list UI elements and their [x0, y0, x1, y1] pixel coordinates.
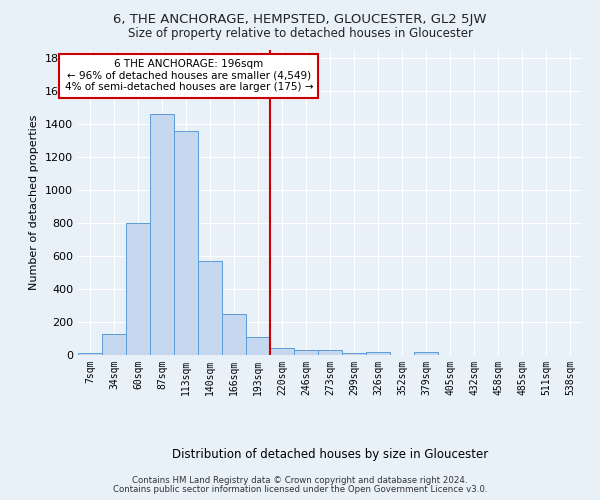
X-axis label: Distribution of detached houses by size in Gloucester: Distribution of detached houses by size … — [172, 448, 488, 461]
Bar — [78, 352, 102, 355]
Text: Contains public sector information licensed under the Open Government Licence v3: Contains public sector information licen… — [113, 484, 487, 494]
Bar — [222, 314, 246, 355]
Bar — [414, 352, 438, 355]
Bar — [318, 350, 342, 355]
Bar — [102, 334, 126, 355]
Bar — [270, 348, 294, 355]
Bar — [366, 352, 390, 355]
Bar — [294, 350, 318, 355]
Bar — [150, 114, 174, 355]
Bar — [342, 352, 366, 355]
Bar — [126, 223, 150, 355]
Text: 6 THE ANCHORAGE: 196sqm
← 96% of detached houses are smaller (4,549)
4% of semi-: 6 THE ANCHORAGE: 196sqm ← 96% of detache… — [65, 59, 313, 92]
Text: Size of property relative to detached houses in Gloucester: Size of property relative to detached ho… — [128, 28, 473, 40]
Bar — [198, 261, 222, 355]
Bar — [246, 337, 270, 355]
Bar — [174, 131, 198, 355]
Y-axis label: Number of detached properties: Number of detached properties — [29, 115, 40, 290]
Text: 6, THE ANCHORAGE, HEMPSTED, GLOUCESTER, GL2 5JW: 6, THE ANCHORAGE, HEMPSTED, GLOUCESTER, … — [113, 12, 487, 26]
Text: Contains HM Land Registry data © Crown copyright and database right 2024.: Contains HM Land Registry data © Crown c… — [132, 476, 468, 485]
